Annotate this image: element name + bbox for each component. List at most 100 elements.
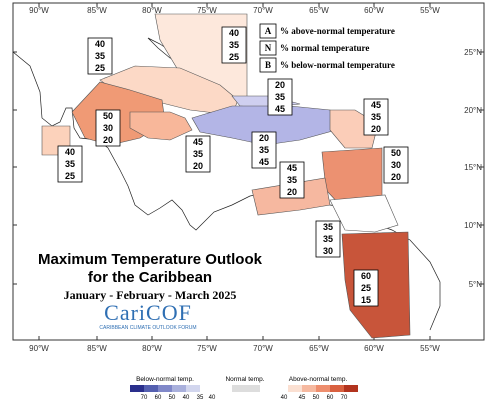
prob-above: 40: [65, 147, 75, 157]
prob-above: 40: [229, 28, 239, 38]
colorbar-tick: 60: [155, 395, 162, 400]
prob-below: 25: [95, 63, 105, 73]
prob-below: 20: [193, 161, 203, 171]
lon-tick-bottom: 90°W: [29, 344, 49, 353]
legend-label: % above-normal temperature: [280, 26, 395, 36]
prob-below: 25: [65, 171, 75, 181]
colorbar-swatch-normal: [232, 385, 260, 392]
lon-tick-bottom: 75°W: [197, 344, 217, 353]
colorbar-swatch-above: [344, 385, 358, 392]
prob-box-jamaica: 45 35 20: [185, 135, 211, 173]
longitude-ticks: 90°W 85°W 80°W 75°W 70°W 65°W 60°W 55°W …: [29, 3, 440, 353]
colorbar-swatch-above: [302, 385, 316, 392]
colorbar-tick: 50: [313, 395, 320, 400]
title-period: January - February - March 2025: [64, 288, 237, 302]
prob-normal: 35: [65, 159, 75, 169]
prob-above: 50: [391, 148, 401, 158]
colorbar-swatch-above: [288, 385, 302, 392]
colorbar-tick: 50: [169, 395, 176, 400]
lon-tick-top: 85°W: [87, 6, 107, 15]
lon-tick-top: 90°W: [29, 6, 49, 15]
prob-box-belize: 40 35 25: [57, 145, 83, 183]
lon-tick-top: 55°W: [420, 6, 440, 15]
prob-normal: 35: [287, 175, 297, 185]
prob-below: 45: [275, 104, 285, 114]
prob-above: 50: [103, 111, 113, 121]
lon-tick-top: 65°W: [309, 6, 329, 15]
colorbar-tick: 40: [209, 395, 216, 400]
title-line-1: Maximum Temperature Outlook: [38, 251, 263, 268]
prob-normal: 35: [371, 112, 381, 122]
lon-tick-top: 70°W: [253, 6, 273, 15]
title-line-2: for the Caribbean: [88, 269, 212, 286]
prob-box-bahamas: 40 35 25: [221, 26, 247, 64]
lon-tick-bottom: 60°W: [364, 344, 384, 353]
prob-above: 40: [95, 39, 105, 49]
prob-below: 20: [287, 187, 297, 197]
lon-tick-bottom: 70°W: [253, 344, 273, 353]
prob-above: 35: [323, 222, 333, 232]
prob-box-windwards: 50 30 20: [383, 146, 409, 184]
region-hispaniola: [191, 105, 337, 146]
prob-below: 20: [103, 135, 113, 145]
prob-normal: 30: [103, 123, 113, 133]
prob-normal: 35: [95, 51, 105, 61]
caricof-logo: CariCOF: [104, 300, 192, 325]
colorbar-swatch-above: [316, 385, 330, 392]
legend-label: % normal temperature: [280, 43, 369, 53]
colorbar-normal-title: Normal temp.: [225, 376, 264, 383]
colorbar-tick: 60: [327, 395, 334, 400]
lat-tick-right: 15°N: [464, 163, 482, 172]
lon-tick-top: 75°W: [197, 6, 217, 15]
legend-label: % below-normal temperature: [280, 60, 395, 70]
prob-normal: 35: [259, 145, 269, 155]
probability-legend: A % above-normal temperature N % normal …: [259, 23, 395, 73]
prob-above: 20: [275, 80, 285, 90]
colorbar-above-title: Above-normal temp.: [289, 376, 348, 383]
lon-tick-bottom: 65°W: [309, 344, 329, 353]
prob-below: 20: [371, 124, 381, 134]
lat-tick-right: 10°N: [464, 221, 482, 230]
prob-box-abc: 45 35 20: [279, 161, 305, 199]
prob-below: 20: [391, 172, 401, 182]
prob-box-trinidad: 35 35 30: [315, 220, 341, 258]
colorbar-tick: 40: [183, 395, 190, 400]
prob-normal: 35: [193, 149, 203, 159]
prob-normal: 35: [323, 234, 333, 244]
lon-tick-top: 60°W: [364, 6, 384, 15]
prob-below: 25: [229, 52, 239, 62]
colorbar-swatch-below: [130, 385, 144, 392]
lon-tick-bottom: 80°W: [142, 344, 162, 353]
lon-tick-top: 80°W: [142, 6, 162, 15]
colorbar-swatch-below: [186, 385, 200, 392]
colorbar-tick: 35: [197, 395, 204, 400]
colorbar-swatch-below: [172, 385, 186, 392]
title-block: Maximum Temperature Outlook for the Cari…: [38, 251, 263, 331]
prob-above: 20: [259, 133, 269, 143]
legend-key: A: [265, 26, 272, 36]
prob-box-hispaniola: 20 35 45: [251, 131, 277, 169]
prob-above: 45: [371, 100, 381, 110]
colorbar-swatch-below: [144, 385, 158, 392]
colorbar-tick: 45: [299, 395, 306, 400]
legend-key: B: [265, 60, 271, 70]
region-trinidad: [329, 194, 399, 233]
prob-box-cayman: 50 30 20: [95, 109, 121, 147]
lat-tick-right: 5°N: [469, 280, 483, 289]
lat-tick-right: 25°N: [464, 48, 482, 57]
probability-boxes: 40 35 25 40 35 25 40 35 25 50 30 20 45 3…: [57, 26, 409, 307]
colorbar: Below-normal temp. Normal temp. Above-no…: [130, 376, 358, 400]
caricof-logo-subtitle: CARIBBEAN CLIMATE OUTLOOK FORUM: [99, 325, 196, 331]
colorbar-below-title: Below-normal temp.: [136, 376, 194, 383]
prob-box-guianas: 60 25 15: [353, 269, 379, 307]
lon-tick-bottom: 85°W: [87, 344, 107, 353]
prob-box-leewards: 45 35 20: [363, 98, 389, 136]
prob-normal: 35: [229, 40, 239, 50]
region-jamaica: [129, 111, 193, 141]
prob-normal: 25: [361, 283, 371, 293]
lat-tick-right: 20°N: [464, 106, 482, 115]
prob-above: 45: [287, 163, 297, 173]
colorbar-tick: 70: [341, 395, 348, 400]
colorbar-swatch-below: [158, 385, 172, 392]
